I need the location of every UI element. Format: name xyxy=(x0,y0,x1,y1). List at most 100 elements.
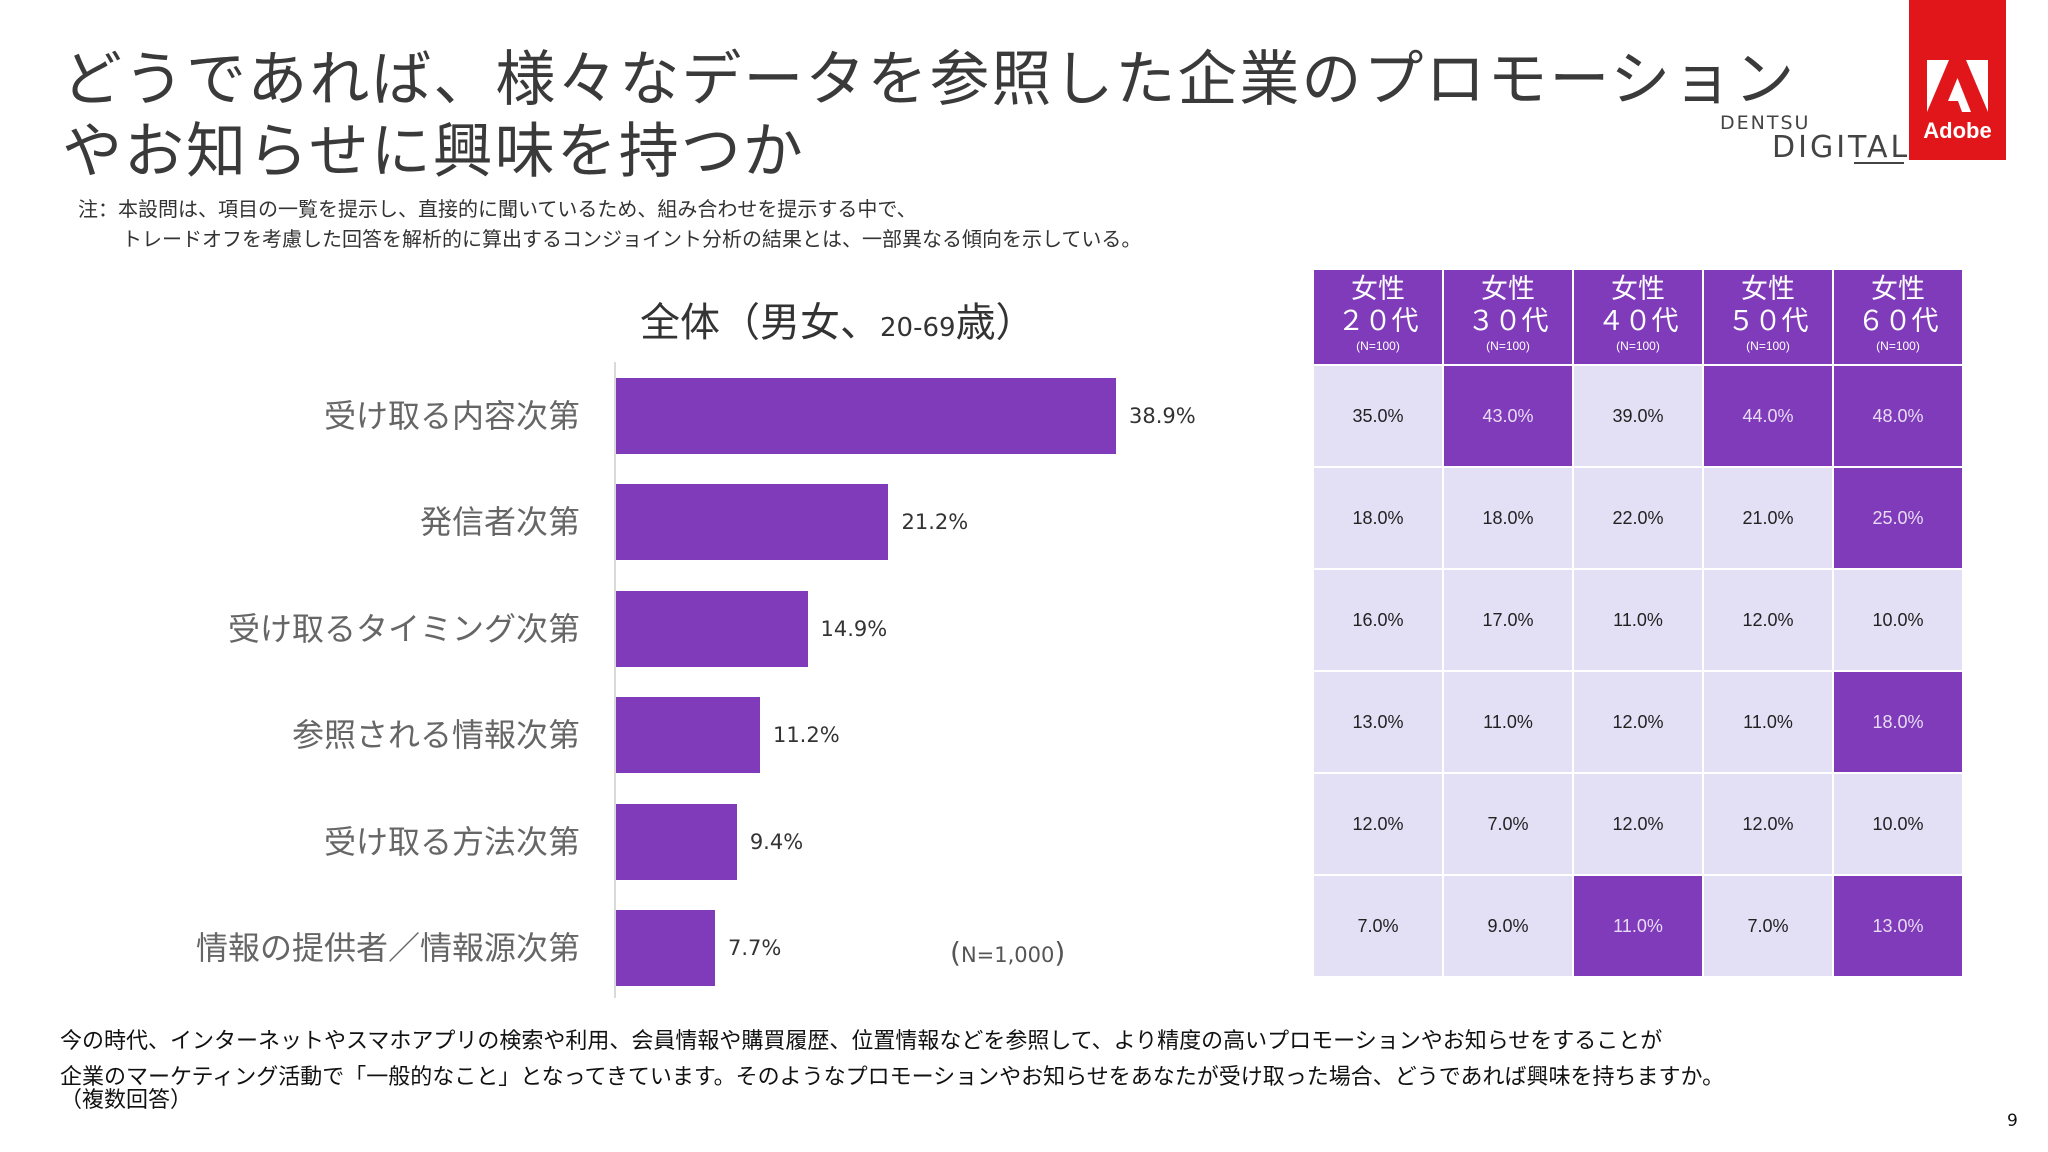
survey-question: 今の時代、インターネットやスマホアプリの検索や利用、会員情報や購買履歴、位置情報… xyxy=(60,1024,1724,1114)
category-label: 参照される情報次第 xyxy=(291,716,580,755)
column-header-n: (N=100) xyxy=(1616,339,1660,353)
column-header-n: (N=100) xyxy=(1356,339,1400,353)
category-label: 受け取る方法次第 xyxy=(323,822,580,861)
category-label: 受け取る内容次第 xyxy=(323,397,580,435)
dentsu-logo-text: DENTSU xyxy=(1720,112,1811,134)
column-header-line1: 女性 xyxy=(1741,274,1795,305)
table-cell: 17.0% xyxy=(1442,568,1574,672)
column-header-line2: ６０代 xyxy=(1857,306,1939,337)
table-cell: 22.0% xyxy=(1572,466,1704,570)
table-header-row: 女性 ２０代 (N=100) 女性 ３０代 (N=100) 女性 ４０代 (N=100) 女性 ５０… xyxy=(1312,268,1964,366)
bar-value-label: 9.4% xyxy=(749,829,804,854)
table-cell: 10.0% xyxy=(1832,772,1964,876)
bar xyxy=(616,697,760,774)
column-header: 女性 ５０代 (N=100) xyxy=(1702,268,1834,366)
column-header-n: (N=100) xyxy=(1746,339,1790,353)
table-cell: 25.0% xyxy=(1832,466,1964,570)
column-header-line2: ４０代 xyxy=(1597,306,1679,337)
female-age-table: 女性 ２０代 (N=100) 女性 ３０代 (N=100) 女性 ４０代 (N=100) 女性 ５０… xyxy=(1312,268,1964,978)
table-body: 35.0% 43.0% 39.0% 44.0% 48.0% 18.0% 18.0% 22.0%… xyxy=(1312,364,1964,978)
page-number: 9 xyxy=(2007,1111,2018,1131)
column-header: 女性 ２０代 (N=100) xyxy=(1312,268,1444,366)
table-cell: 12.0% xyxy=(1702,772,1834,876)
bar-value-label: 38.9% xyxy=(1129,404,1196,428)
table-cell: 12.0% xyxy=(1572,772,1704,876)
adobe-logo-text: Adobe xyxy=(1923,118,1992,143)
bar xyxy=(616,803,737,880)
category-label: 受け取るタイミング次第 xyxy=(227,609,580,648)
table-cell: 10.0% xyxy=(1832,568,1964,672)
column-header-line2: ３０代 xyxy=(1467,306,1549,337)
table-cell: 7.0% xyxy=(1312,874,1444,978)
column-header: 女性 ３０代 (N=100) xyxy=(1442,268,1574,366)
column-header: 女性 ６０代 (N=100) xyxy=(1832,268,1964,366)
column-header-line1: 女性 xyxy=(1611,274,1665,305)
survey-note-line-2: トレードオフを考慮した回答を解析的に算出するコンジョイント分析の結果とは、一部異… xyxy=(122,227,1142,251)
chart-title-age: 20-69 xyxy=(880,313,956,343)
table-row: 13.0% 11.0% 12.0% 11.0% 18.0% xyxy=(1312,670,1964,774)
table-cell: 35.0% xyxy=(1312,364,1444,468)
table-cell: 12.0% xyxy=(1572,670,1704,774)
table-cell: 21.0% xyxy=(1702,466,1834,570)
sample-size-label: (N=1,000) xyxy=(950,936,1066,969)
page-title-line-1: どうであれば、様々なデータを参照した企業のプロモーション xyxy=(62,45,1797,115)
table-cell: 39.0% xyxy=(1572,364,1704,468)
dentsu-logo-underline xyxy=(1854,162,1904,164)
table-cell: 18.0% xyxy=(1442,466,1574,570)
table-row: 12.0% 7.0% 12.0% 12.0% 10.0% xyxy=(1312,772,1964,876)
table-cell: 18.0% xyxy=(1832,670,1964,774)
table-cell: 13.0% xyxy=(1312,670,1444,774)
survey-question-line-3: （複数回答） xyxy=(60,1088,193,1113)
survey-note-line-1: 注：本設問は、項目の一覧を提示し、直接的に聞いているため、組み合わせを提示する中… xyxy=(78,197,917,221)
dentsu-digital-logo: DENTSU DIGITAL xyxy=(1720,112,1907,165)
survey-note: 注：本設問は、項目の一覧を提示し、直接的に聞いているため、組み合わせを提示する中… xyxy=(78,194,1141,254)
bar-value-label: 14.9% xyxy=(820,616,888,641)
table-row: 16.0% 17.0% 11.0% 12.0% 10.0% xyxy=(1312,568,1964,672)
table-cell: 44.0% xyxy=(1702,364,1834,468)
sample-size-text: N=1,000 xyxy=(960,943,1055,967)
table-cell: 9.0% xyxy=(1442,874,1574,978)
table-cell: 43.0% xyxy=(1442,364,1574,468)
chart-title-end: 歳） xyxy=(955,300,1036,346)
table-cell: 12.0% xyxy=(1702,568,1834,672)
table-cell: 7.0% xyxy=(1702,874,1834,978)
table-cell: 11.0% xyxy=(1702,670,1834,774)
column-header-line1: 女性 xyxy=(1351,274,1405,305)
table-row: 18.0% 18.0% 22.0% 21.0% 25.0% xyxy=(1312,466,1964,570)
page-title: どうであれば、様々なデータを参照した企業のプロモーション やお知らせに興味を持つ… xyxy=(62,44,1796,188)
adobe-logo: Adobe xyxy=(1909,0,2006,160)
table-cell: 16.0% xyxy=(1312,568,1444,672)
chart-axis-line xyxy=(614,362,616,998)
bar-value-label: 7.7% xyxy=(727,936,782,960)
table-cell: 48.0% xyxy=(1832,364,1964,468)
category-label: 情報の提供者／情報源次第 xyxy=(195,929,580,967)
column-header-line1: 女性 xyxy=(1871,274,1925,305)
adobe-a-icon xyxy=(1927,60,1988,112)
column-header-line2: ５０代 xyxy=(1727,306,1809,337)
digital-logo-text: DIGITAL xyxy=(1772,130,1911,165)
column-header-line1: 女性 xyxy=(1481,274,1535,305)
column-header: 女性 ４０代 (N=100) xyxy=(1572,268,1704,366)
bar xyxy=(616,590,808,667)
table-cell: 11.0% xyxy=(1442,670,1574,774)
chart-title-main: 全体（男女、 xyxy=(640,300,880,346)
table-cell: 11.0% xyxy=(1572,568,1704,672)
table-cell: 18.0% xyxy=(1312,466,1444,570)
table-row: 35.0% 43.0% 39.0% 44.0% 48.0% xyxy=(1312,364,1964,468)
category-label: 発信者次第 xyxy=(419,503,580,542)
bar-value-label: 11.2% xyxy=(772,723,840,748)
column-header-n: (N=100) xyxy=(1486,339,1530,353)
bar xyxy=(616,910,715,986)
table-cell: 11.0% xyxy=(1572,874,1704,978)
table-cell: 13.0% xyxy=(1832,874,1964,978)
page-title-line-2: やお知らせに興味を持つか xyxy=(62,117,805,187)
chart-title: 全体（男女、20-69歳） xyxy=(640,290,1036,348)
survey-question-line-2: 企業のマーケティング活動で「一般的なこと」となってきています。そのようなプロモー… xyxy=(60,1065,1725,1090)
survey-question-line-1: 今の時代、インターネットやスマホアプリの検索や利用、会員情報や購買履歴、位置情報… xyxy=(60,1029,1663,1054)
bar xyxy=(616,378,1116,454)
table-cell: 12.0% xyxy=(1312,772,1444,876)
column-header-line2: ２０代 xyxy=(1337,306,1419,337)
table-row: 7.0% 9.0% 11.0% 7.0% 13.0% xyxy=(1312,874,1964,978)
bar xyxy=(616,484,889,561)
table-cell: 7.0% xyxy=(1442,772,1574,876)
